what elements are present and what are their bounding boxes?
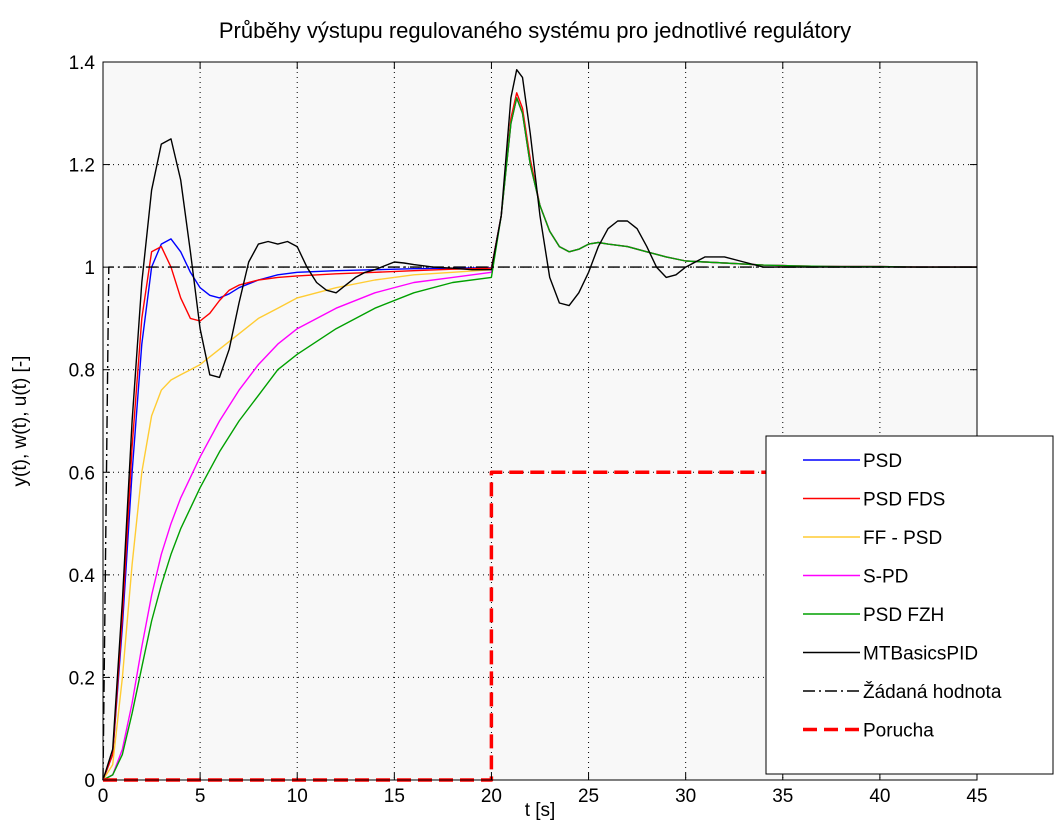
x-tick-label: 35 [772, 786, 793, 807]
legend-label: MTBasicsPID [863, 644, 978, 665]
y-tick-label: 0.8 [69, 361, 95, 382]
y-tick-label: 1 [84, 258, 95, 279]
x-tick-label: 5 [195, 786, 206, 807]
legend-label: FF - PSD [863, 528, 942, 549]
x-tick-label: 30 [675, 786, 696, 807]
y-axis-label: y(t), w(t), u(t) [-] [10, 356, 31, 487]
legend-label: PSD FDS [863, 490, 945, 511]
series-line-mtbasicspid [102, 68, 977, 781]
x-tick-label: 45 [966, 786, 987, 807]
grid [103, 62, 977, 780]
y-tick-label: 0 [84, 771, 95, 792]
axis-ticks: 0 5 10 15 20 25 30 35 40 45 0 0.2 0.4 0.6 0.8 1 1.2 1.4 [69, 53, 988, 807]
x-axis-label: t [s] [525, 800, 556, 821]
chart-title: Průběhy výstupu regulovaného systému pro… [219, 18, 851, 43]
legend-label: PSD [863, 451, 902, 472]
x-tick-label: 15 [384, 786, 405, 807]
y-tick-label: 1.2 [69, 156, 95, 177]
series-line-psd-fzh [102, 97, 977, 781]
legend-label: Porucha [863, 721, 934, 742]
legend: PSD PSD FDS FF - PSD S-PD PSD FZH MTBasicsPID… [765, 435, 1054, 775]
y-tick-label: 0.4 [69, 566, 96, 587]
legend-label: S-PD [863, 567, 908, 588]
x-tick-label: 25 [578, 786, 599, 807]
legend-label: PSD FZH [863, 605, 944, 626]
x-tick-label: 40 [869, 786, 890, 807]
y-tick-label: 0.2 [69, 668, 95, 689]
y-tick-label: 0.6 [69, 463, 95, 484]
legend-label: Žádaná hodnota [863, 681, 1002, 703]
y-tick-label: 1.4 [69, 53, 96, 74]
x-tick-label: 20 [481, 786, 502, 807]
x-tick-label: 0 [98, 786, 109, 807]
plot-frame [102, 61, 978, 781]
legend-box [765, 435, 1054, 775]
x-tick-label: 10 [287, 786, 308, 807]
